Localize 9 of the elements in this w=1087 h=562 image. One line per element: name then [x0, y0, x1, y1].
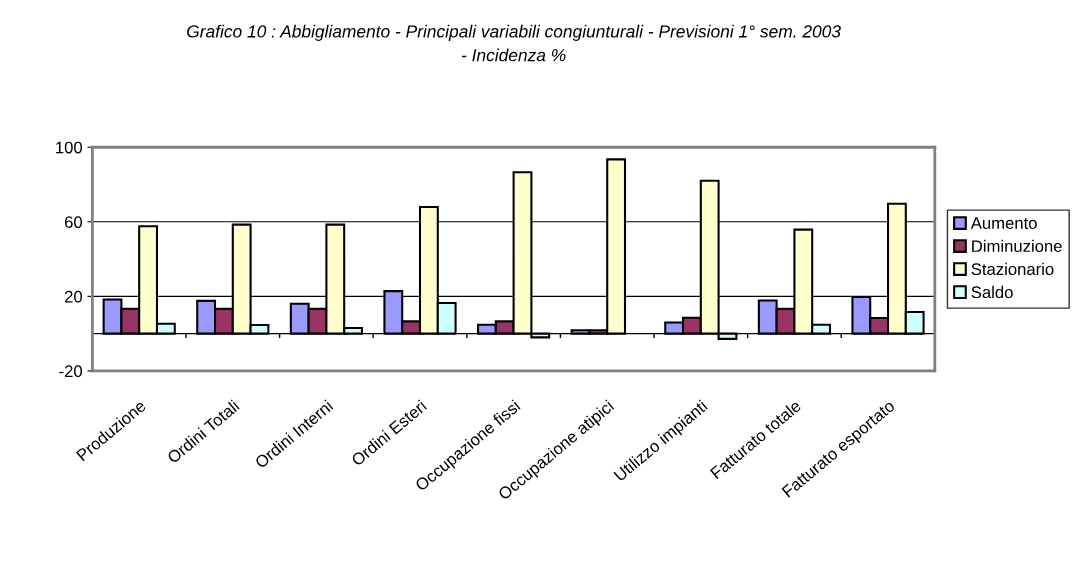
chart-title: Grafico 10 : Abbigliamento - Principali variabili congiunturali - Previsioni 1° sem. 2003 - Incidenza % — [187, 24, 841, 62]
legend-label: Aumento — [970, 217, 1037, 229]
legend-label: Diminuzione — [972, 239, 1062, 253]
y-tick-label: 20 — [64, 290, 83, 303]
legend-label: Stazionario — [971, 262, 1054, 276]
y-tick-label: -20 — [59, 365, 83, 378]
legend-label: Saldo — [971, 285, 1013, 299]
y-tick-label: 60 — [64, 216, 83, 229]
y-tick-label: 100 — [56, 141, 83, 154]
